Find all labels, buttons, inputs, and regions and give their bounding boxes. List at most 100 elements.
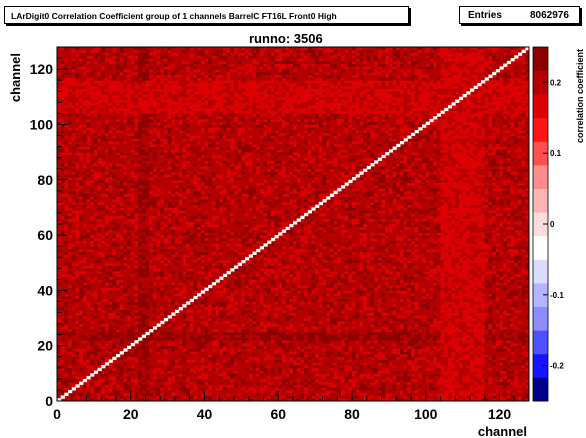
heatmap-cell [116,318,121,322]
heatmap-cell [82,304,87,308]
heatmap-cell [119,373,124,377]
heatmap-cell [178,387,183,391]
heatmap-cell [60,102,65,106]
heatmap-cell [104,265,110,269]
heatmap-cell [64,232,69,236]
heatmap-cell [160,373,165,377]
heatmap-cell [71,229,76,233]
heatmap-cell [152,295,157,300]
heatmap-cell [64,226,69,230]
heatmap-cell [97,279,102,283]
heatmap-cell [90,138,95,142]
heatmap-cell [82,69,87,73]
heatmap-cell [104,276,110,280]
heatmap-cell [152,384,157,388]
heatmap-cell [193,232,198,236]
heatmap-cell [130,52,135,56]
heatmap-cell [127,287,132,291]
heatmap-cell [130,345,135,349]
heatmap-cell [152,135,157,139]
heatmap-cell [79,389,84,394]
heatmap-cell [167,127,172,131]
heatmap-cell [141,309,146,313]
heatmap-cell [145,362,150,366]
heatmap-cell [163,185,169,189]
heatmap-cell [160,107,165,112]
heatmap-cell [149,107,154,112]
heatmap-cell [75,356,80,360]
heatmap-cell [79,229,84,233]
heatmap-cell [138,318,143,322]
heatmap-cell [93,113,98,117]
heatmap-cell [134,88,139,92]
heatmap-cell [123,124,128,128]
heatmap-cell [112,105,117,109]
heatmap-cell [152,271,157,275]
heatmap-cell [141,226,146,230]
heatmap-cell [171,63,176,67]
heatmap-cell [119,218,124,222]
heatmap-cell [86,229,91,233]
heatmap-cell [134,224,139,228]
heatmap-cell [178,243,183,247]
heatmap-cell [116,351,121,355]
heatmap-cell [82,373,87,377]
heatmap-cell [130,268,135,272]
heatmap-cell [149,293,154,297]
heatmap-cell [141,107,146,112]
heatmap-cell [189,315,194,319]
heatmap-cell [186,329,191,333]
heatmap-cell [79,387,84,391]
heatmap-cell [193,370,198,374]
heatmap-cell [134,199,139,203]
heatmap-cell [116,240,121,244]
heatmap-cell [90,91,95,95]
heatmap-cell [68,52,73,56]
heatmap-cell [64,55,69,59]
heatmap-cell [60,226,65,230]
heatmap-cell [60,121,65,125]
heatmap-cell [64,171,69,175]
heatmap-cell [167,49,172,53]
heatmap-cell [90,359,95,363]
heatmap-cell [134,320,139,324]
heatmap-cell [178,204,183,208]
heatmap-cell [175,398,180,402]
heatmap-cell [182,259,187,264]
heatmap-cell [68,179,73,183]
heatmap-cell [175,362,180,366]
heatmap-cell [57,82,62,87]
heatmap-cell [119,367,124,371]
heatmap-cell [134,138,139,142]
heatmap-cell [75,188,80,192]
heatmap-cell [64,262,69,266]
heatmap-cell [178,85,183,89]
heatmap-cell [79,110,84,114]
heatmap-cell [93,298,98,302]
heatmap-cell [127,337,132,341]
heatmap-cell [152,94,157,98]
heatmap-cell [152,107,157,112]
heatmap-cell [71,356,76,360]
heatmap-cell [116,362,121,366]
heatmap-cell [138,210,143,214]
heatmap-cell [82,74,87,78]
heatmap-cell [141,82,146,87]
heatmap-cell [138,196,143,200]
heatmap-cell [101,351,106,355]
heatmap-cell [193,395,198,399]
heatmap-cell [145,235,150,239]
heatmap-cell [60,271,65,275]
heatmap-cell [167,265,172,269]
heatmap-cell [93,154,98,159]
heatmap-cell [152,152,157,156]
heatmap-cell [156,88,161,92]
heatmap-cell [127,356,132,360]
heatmap-cell [108,129,113,134]
heatmap-cell [160,387,165,391]
heatmap-cell [152,337,157,341]
heatmap-cell [171,185,176,189]
heatmap-cell [75,373,80,377]
heatmap-cell [178,188,183,192]
heatmap-cell [75,367,80,371]
